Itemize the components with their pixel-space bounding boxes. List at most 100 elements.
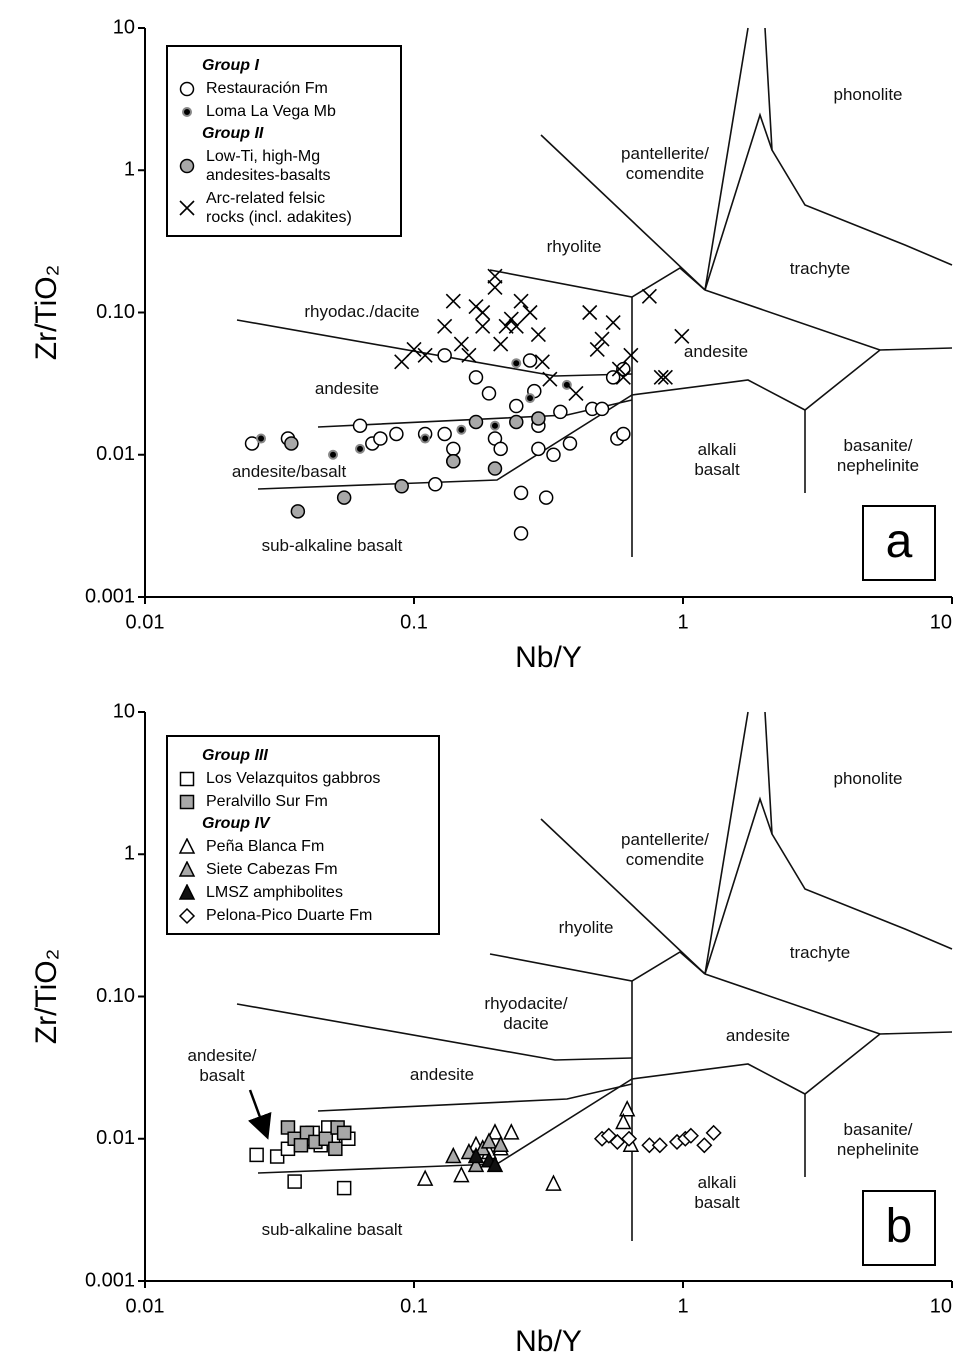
cross-stroke	[594, 331, 610, 347]
legend-swatch	[182, 106, 192, 117]
cross-stroke	[605, 314, 621, 331]
legend-group-title: Group III	[202, 747, 268, 764]
data-point	[492, 1135, 509, 1153]
data-point	[522, 353, 538, 368]
legend-swatch	[178, 837, 196, 854]
field-label: rhyodac./dacite	[304, 302, 420, 321]
field-boundary	[704, 796, 773, 975]
data-point	[509, 414, 524, 430]
data-point	[355, 443, 366, 454]
data-point	[328, 1141, 343, 1157]
data-point	[493, 441, 508, 457]
cross-stroke	[568, 385, 584, 401]
panel-label: a	[862, 505, 936, 581]
data-point	[336, 490, 352, 505]
legend-group-title: Group IV	[202, 815, 270, 832]
data-point	[513, 526, 529, 541]
y-tick-label: 1	[124, 843, 135, 865]
field-label: sub-alkaline basalt	[261, 536, 403, 555]
field-label: basanite/ nephelinite	[836, 436, 920, 475]
data-point	[538, 490, 554, 505]
x-tick-label: 10	[930, 611, 952, 633]
cross-stroke	[475, 318, 491, 334]
data-point	[487, 279, 503, 296]
data-point	[453, 336, 469, 352]
legend-label: Restauración Fm	[206, 80, 328, 97]
field-boundary	[764, 711, 953, 950]
data-point	[467, 1155, 485, 1173]
legend-marker	[179, 158, 195, 174]
data-point	[293, 1138, 309, 1153]
field-label: sub-alkaline basalt	[261, 1220, 403, 1239]
data-point	[616, 361, 631, 377]
field-boundary	[704, 289, 881, 351]
legend-marker	[178, 837, 196, 854]
legend-label: Loma La Vega Mb	[206, 103, 336, 120]
legend-label: Siete Cabezas Fm	[206, 861, 338, 878]
data-point	[530, 326, 546, 343]
field-boundary	[236, 1003, 633, 1061]
legend-item: Low-Ti, high-Mg andesites-basalts	[178, 147, 392, 185]
legend-marker	[179, 200, 195, 216]
cross-stroke	[623, 347, 639, 363]
data-point	[620, 1130, 638, 1147]
data-point	[582, 304, 598, 321]
field-label: andesite/ basalt	[187, 1046, 257, 1085]
field-label: rhyodacite/ dacite	[484, 994, 568, 1033]
legend-label: LMSZ amphibolites	[206, 884, 343, 901]
cross-stroke	[611, 361, 627, 377]
data-point	[682, 1127, 699, 1144]
data-point	[468, 414, 484, 430]
y-tick-label: 0.01	[96, 443, 135, 465]
cross-stroke	[653, 369, 669, 385]
data-point	[605, 314, 621, 331]
legend-marker	[178, 907, 196, 924]
data-point	[486, 1123, 504, 1140]
cross-stroke	[445, 293, 461, 309]
legend-group-title: Group I	[202, 57, 259, 74]
field-label: trachyte	[789, 943, 851, 962]
data-point	[531, 411, 546, 426]
data-point	[605, 370, 621, 385]
data-point	[534, 354, 550, 370]
data-point	[513, 293, 529, 309]
cross-stroke	[542, 371, 558, 387]
data-point	[394, 354, 410, 370]
legend-marker	[179, 794, 195, 809]
panel-label: b	[862, 1190, 936, 1266]
field-label: basanite/ nephelinite	[836, 1120, 920, 1159]
legend-item: Peralvillo Sur Fm	[178, 792, 430, 811]
cross-stroke	[487, 268, 503, 284]
y-axis-title: Zr/TiO₂	[30, 949, 63, 1045]
field-label: alkali basalt	[694, 440, 740, 479]
data-point	[352, 418, 368, 433]
field-boundary	[489, 267, 706, 298]
data-point	[489, 420, 500, 431]
data-point	[284, 436, 299, 451]
data-point	[446, 441, 461, 457]
data-point	[475, 318, 491, 334]
data-point	[480, 1132, 498, 1149]
cross-stroke	[503, 311, 519, 327]
legend-swatch	[179, 81, 195, 96]
field-boundary	[764, 27, 953, 266]
legend-swatch	[179, 771, 195, 786]
data-point	[468, 370, 484, 385]
legend-item: LMSZ amphibolites	[178, 883, 430, 902]
legend-label: Peña Blanca Fm	[206, 838, 325, 855]
data-point	[437, 348, 452, 363]
data-point	[615, 369, 631, 385]
field-boundary	[540, 134, 706, 291]
data-point	[486, 1155, 504, 1173]
data-point	[623, 347, 639, 363]
y-axis-title: Zr/TiO₂	[30, 265, 63, 361]
field-boundary	[704, 27, 749, 291]
cross-stroke	[179, 200, 195, 216]
data-point	[446, 454, 461, 469]
legend-marker	[182, 106, 192, 117]
data-point	[531, 441, 546, 457]
field-label: andesite	[409, 1065, 475, 1084]
data-point	[641, 1137, 658, 1154]
data-point	[417, 347, 433, 363]
